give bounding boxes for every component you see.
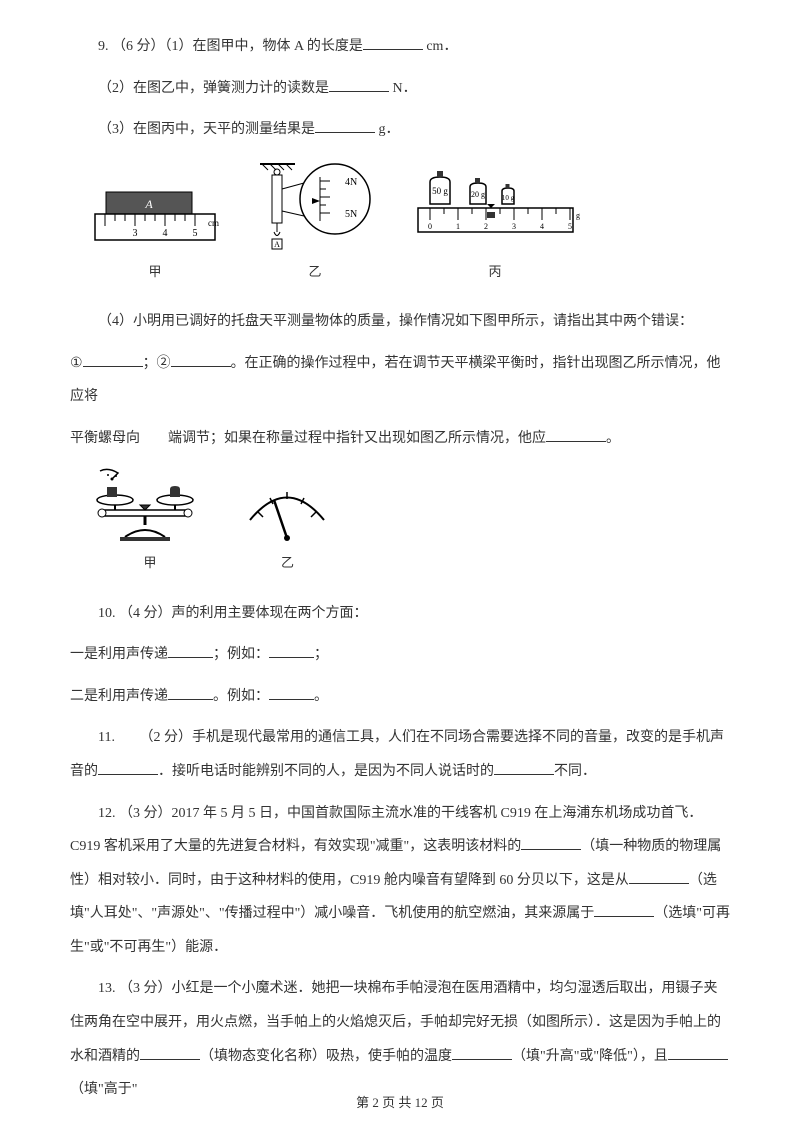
figure-row-2: 甲 乙	[90, 465, 730, 578]
q12-blank3[interactable]	[594, 899, 654, 917]
q9-p1-text: 9. （6 分）（1）在图甲中，物体 A 的长度是	[98, 39, 363, 54]
fig-jia2: 甲	[90, 465, 210, 578]
q9-p4c-1: 平衡螺母向	[70, 431, 140, 446]
q9-blank1[interactable]	[363, 32, 423, 50]
q9-p4c-3: 。	[606, 431, 620, 446]
q9-p4b-2: ；②	[143, 356, 171, 371]
svg-text:3: 3	[133, 228, 138, 239]
q9-p4b: ①；②。在正确的操作过程中，若在调节天平横梁平衡时，指针出现图乙所示情况，他应将	[70, 347, 730, 414]
page-footer: 第 2 页 共 12 页	[0, 1087, 800, 1118]
q12-blank2[interactable]	[629, 866, 689, 884]
q11-blank2[interactable]	[494, 757, 554, 775]
svg-text:4: 4	[540, 222, 544, 231]
q9-unit2: N．	[389, 81, 417, 96]
q13-b: （填物态变化名称）吸热，使手帕的温度	[200, 1049, 452, 1064]
fig-bing-label: 丙	[410, 256, 580, 287]
q9-blank3[interactable]	[315, 115, 375, 133]
svg-text:5: 5	[193, 228, 198, 239]
fig-yi: A 4N 5N 乙	[250, 159, 380, 287]
q9-blank5[interactable]	[171, 349, 231, 367]
svg-text:10 g: 10 g	[502, 194, 515, 202]
q11: 11. （2 分）手机是现代最常用的通信工具，人们在不同场合需要选择不同的音量，…	[70, 721, 730, 788]
q10-blank3[interactable]	[168, 682, 213, 700]
fig-bing: 50 g 20 g 10 g 0 1 2 3 4 5 g 丙	[410, 164, 580, 287]
svg-text:1: 1	[456, 222, 460, 231]
q9-blank2[interactable]	[329, 74, 389, 92]
q11-blank1[interactable]	[98, 757, 158, 775]
pointer-dial-icon	[240, 470, 335, 545]
q9-unit1: cm．	[423, 39, 458, 54]
svg-text:4: 4	[163, 228, 168, 239]
spring-scale-icon: A 4N 5N	[250, 159, 380, 254]
q10-blank2[interactable]	[269, 640, 314, 658]
q9-p4a: （4）小明用已调好的托盘天平测量物体的质量，操作情况如下图甲所示，请指出其中两个…	[70, 305, 730, 339]
svg-text:4N: 4N	[345, 177, 357, 188]
svg-text:3: 3	[512, 222, 516, 231]
q11-b: ．接听电话时能辨别不同的人，是因为不同人说话时的	[158, 764, 494, 779]
q10-l2c: 。	[314, 689, 328, 704]
q9-p4b-1: ①	[70, 356, 83, 371]
figure-row-1: A 3 4 5 cm 甲 A	[90, 159, 730, 287]
fig-jia-label: 甲	[90, 256, 220, 287]
svg-text:5N: 5N	[345, 209, 357, 220]
q9-p2-text: （2）在图乙中，弹簧测力计的读数是	[98, 81, 329, 96]
q9-unit3: g．	[375, 122, 400, 137]
q10-l1: 一是利用声传递 ；例如： ；	[70, 638, 730, 672]
q10-l1b: ；例如：	[213, 647, 269, 662]
q13-blank1[interactable]	[140, 1042, 200, 1060]
q9-p3: （3）在图丙中，天平的测量结果是 g．	[70, 113, 730, 147]
fig-yi-label: 乙	[250, 256, 380, 287]
ruler-icon: A 3 4 5 cm	[90, 184, 220, 254]
q9-p4c: 平衡螺母向 端调节；如果在称量过程中指针又出现如图乙所示情况，他应 。	[70, 422, 730, 456]
fig-yi2: 乙	[240, 470, 335, 578]
fig-yi2-label: 乙	[240, 547, 335, 578]
q10-l2a: 二是利用声传递	[70, 689, 168, 704]
svg-text:A: A	[274, 240, 280, 249]
svg-text:A: A	[144, 197, 153, 211]
svg-text:20 g: 20 g	[471, 190, 485, 199]
q12-blank1[interactable]	[521, 832, 581, 850]
q9-p1: 9. （6 分）（1）在图甲中，物体 A 的长度是 cm．	[70, 30, 730, 64]
svg-text:g: g	[576, 211, 580, 220]
q9-blank4[interactable]	[83, 349, 143, 367]
q10-blank1[interactable]	[168, 640, 213, 658]
svg-text:50 g: 50 g	[432, 186, 448, 196]
fig-jia: A 3 4 5 cm 甲	[90, 184, 220, 287]
svg-text:5: 5	[568, 222, 572, 231]
q10-l1a: 一是利用声传递	[70, 647, 168, 662]
balance-weights-icon: 50 g 20 g 10 g 0 1 2 3 4 5 g	[410, 164, 580, 254]
q9-p3-text: （3）在图丙中，天平的测量结果是	[98, 122, 315, 137]
q12: 12. （3 分）2017 年 5 月 5 日，中国首款国际主流水准的干线客机 …	[70, 797, 730, 965]
q9-blank6[interactable]	[546, 424, 606, 442]
q10-blank4[interactable]	[269, 682, 314, 700]
q9-p2: （2）在图乙中，弹簧测力计的读数是 N．	[70, 72, 730, 106]
q10-prefix: 10. （4 分）声的利用主要体现在两个方面：	[70, 597, 730, 631]
q11-c: 不同．	[554, 764, 596, 779]
svg-text:2: 2	[484, 222, 488, 231]
q10-l2: 二是利用声传递 。例如： 。	[70, 680, 730, 714]
fig-jia2-label: 甲	[90, 547, 210, 578]
q13-c: （填"升高"或"降低"），且	[512, 1049, 668, 1064]
svg-text:0: 0	[428, 222, 432, 231]
q10-l1c: ；	[314, 647, 328, 662]
q13-blank2[interactable]	[452, 1042, 512, 1060]
q10-l2b: 。例如：	[213, 689, 269, 704]
balance-scale-icon	[90, 465, 210, 545]
q9-p4c-2: 端调节；如果在称量过程中指针又出现如图乙所示情况，他应	[168, 431, 546, 446]
svg-text:cm: cm	[208, 218, 219, 228]
q13-blank3[interactable]	[668, 1042, 728, 1060]
